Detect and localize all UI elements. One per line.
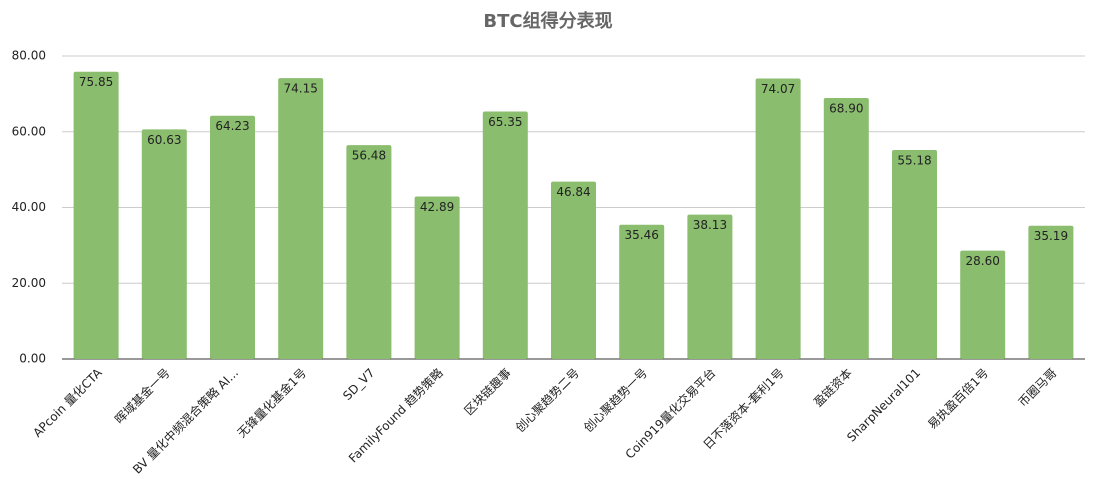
x-tick-label: 币圈马哥 <box>1016 366 1060 410</box>
value-label: 56.48 <box>352 149 386 163</box>
value-label: 75.85 <box>79 75 113 89</box>
bar <box>755 78 801 360</box>
value-label: 64.23 <box>215 119 249 133</box>
x-tick-label: 晖域基金一号 <box>111 365 173 427</box>
value-label: 42.89 <box>420 200 454 214</box>
bar <box>482 111 528 359</box>
bar <box>414 196 460 359</box>
y-tick-label: 60.00 <box>12 124 46 138</box>
bar <box>1028 225 1074 359</box>
x-tick-label: 易执盈百倍1号 <box>924 365 991 432</box>
bar <box>550 181 597 359</box>
value-label: 68.90 <box>829 102 863 116</box>
value-label: 28.60 <box>966 254 1000 268</box>
value-label: 74.07 <box>761 82 795 96</box>
chart-title: BTC组得分表现 <box>483 10 612 32</box>
bar <box>619 224 665 359</box>
value-label: 35.19 <box>1034 229 1068 243</box>
bar <box>141 129 187 359</box>
bar <box>687 214 733 359</box>
bar <box>278 78 324 360</box>
x-tick-label: APcoin 量化CTA <box>30 365 105 440</box>
x-tick-label: 区块链趣事 <box>461 365 514 418</box>
bar <box>209 115 256 359</box>
bar <box>823 98 869 359</box>
value-label: 74.15 <box>284 82 318 96</box>
bar <box>960 250 1006 359</box>
value-label: 38.13 <box>693 218 727 232</box>
bar <box>346 145 392 359</box>
x-tick-label: 创心聚趋势二号 <box>513 366 582 435</box>
x-tick-label: SD_V7 <box>340 366 377 403</box>
y-tick-label: 0.00 <box>19 352 46 366</box>
x-tick-label: 盈链资本 <box>810 365 855 410</box>
bar <box>891 150 938 359</box>
value-label: 46.84 <box>556 185 590 199</box>
x-tick-label: SharpNeural101 <box>844 366 923 445</box>
x-tick-label: 无锋量化基金1号 <box>234 365 309 440</box>
y-tick-label: 20.00 <box>12 276 46 290</box>
y-tick-label: 80.00 <box>12 49 46 63</box>
value-label: 35.46 <box>625 228 659 242</box>
y-tick-label: 40.00 <box>12 200 46 214</box>
value-label: 60.63 <box>147 133 181 147</box>
value-label: 55.18 <box>897 154 931 168</box>
bar <box>73 71 119 359</box>
x-tick-label: 创心聚趋势一号 <box>581 366 650 435</box>
value-label: 65.35 <box>488 115 522 129</box>
